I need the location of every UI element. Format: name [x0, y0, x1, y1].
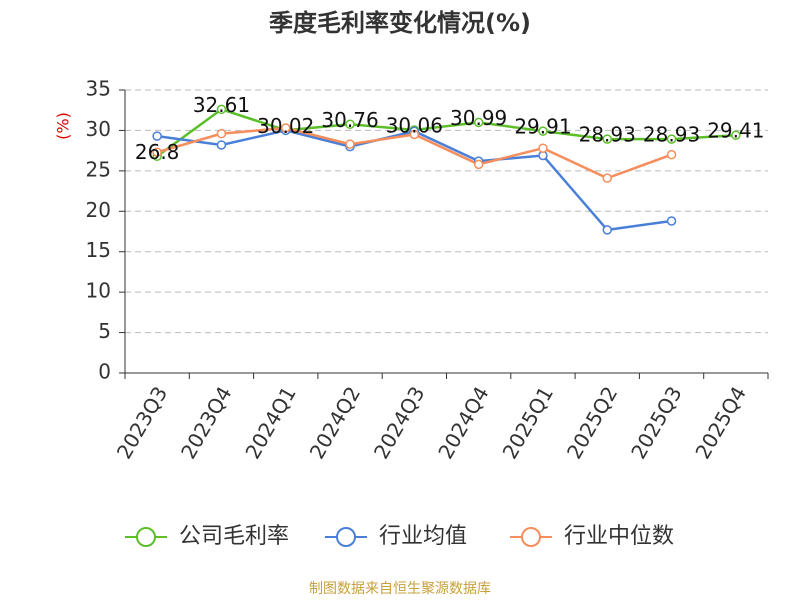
- data-label: 29.91: [514, 115, 571, 139]
- point: [281, 123, 291, 133]
- legend-label: 行业均值: [379, 524, 467, 549]
- y-tick-label: 5: [98, 319, 111, 343]
- legend-marker: [136, 527, 156, 547]
- data-label: 28.93: [643, 123, 700, 147]
- y-tick-label: 0: [98, 360, 111, 384]
- y-tick-label: 15: [86, 238, 111, 262]
- point: [538, 143, 548, 153]
- series-line: [156, 107, 736, 158]
- legend-label: 公司毛利率: [179, 524, 289, 549]
- data-label: 29.41: [707, 119, 764, 143]
- data-label: 28.93: [579, 123, 636, 147]
- point: [152, 131, 162, 141]
- x-tick-label: 2023Q4: [176, 382, 236, 463]
- point: [152, 147, 162, 158]
- y-axis-label: (%): [54, 112, 73, 140]
- y-tick-label: 35: [86, 77, 111, 101]
- point: [216, 128, 227, 139]
- chart-title: 季度毛利率变化情况(%): [269, 9, 531, 37]
- y-tick-label: 20: [86, 198, 111, 222]
- point: [731, 130, 741, 140]
- x-tick-label: 2024Q3: [369, 382, 429, 463]
- x-tick-label: 2024Q2: [305, 382, 365, 463]
- y-tick-label: 30: [86, 117, 111, 141]
- data-label: 32.61: [193, 93, 250, 117]
- x-tick-label: 2025Q4: [690, 382, 750, 463]
- x-tick-label: 2025Q2: [562, 382, 622, 463]
- point: [538, 126, 548, 136]
- point: [666, 149, 677, 160]
- data-label: 30.76: [321, 108, 378, 132]
- y-tick-label: 10: [86, 279, 111, 303]
- point: [216, 140, 227, 150]
- x-tick-label: 2024Q4: [433, 382, 493, 463]
- point: [345, 119, 355, 130]
- point: [602, 173, 612, 183]
- point: [473, 117, 484, 128]
- x-tick-label: 2025Q1: [498, 382, 558, 463]
- source: 制图数据来自恒生聚源数据库: [309, 581, 491, 597]
- data-label: 30.06: [386, 113, 443, 137]
- point: [666, 134, 677, 144]
- legend-marker: [336, 527, 356, 547]
- point: [409, 129, 420, 140]
- data-label: 26.8: [135, 140, 180, 164]
- point: [602, 134, 612, 144]
- data-label: 30.99: [450, 106, 507, 130]
- y-tick-label: 25: [86, 157, 111, 181]
- point: [666, 216, 677, 226]
- x-tick-label: 2023Q3: [112, 382, 172, 463]
- x-tick-label: 2024Q1: [240, 382, 300, 463]
- point: [345, 139, 355, 149]
- legend-marker: [521, 527, 541, 547]
- point: [216, 104, 227, 115]
- point: [602, 225, 612, 235]
- point: [473, 159, 484, 170]
- legend-label: 行业中位数: [564, 524, 674, 549]
- data-label: 30.02: [257, 114, 314, 138]
- x-tick-label: 2025Q3: [626, 382, 686, 463]
